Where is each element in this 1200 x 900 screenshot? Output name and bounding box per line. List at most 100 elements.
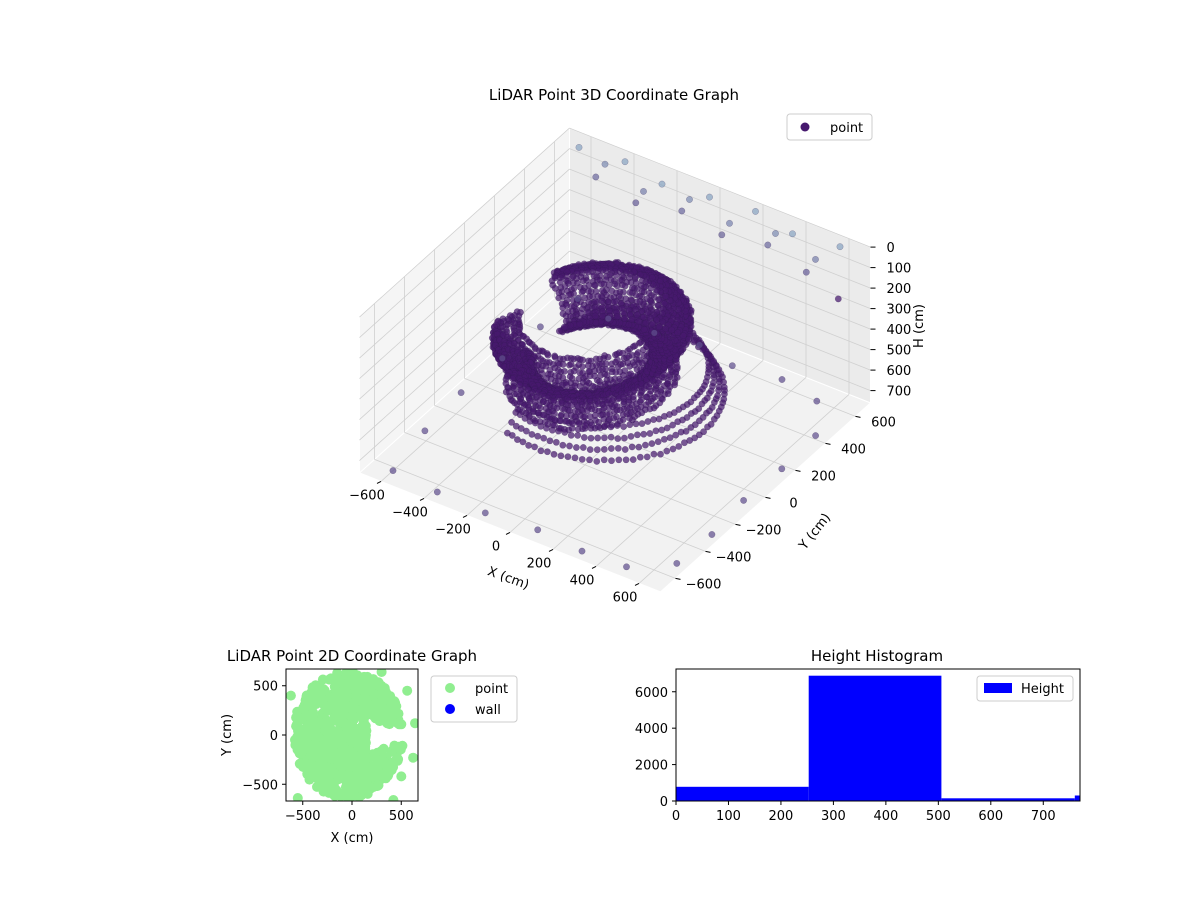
point-3d: [572, 444, 580, 451]
point-3d: [613, 313, 621, 320]
point-3d: [682, 427, 690, 435]
tick-3d-x: [505, 531, 511, 535]
tick-3d-y: [675, 577, 681, 580]
point-3d: [764, 241, 772, 249]
point-3d: [634, 349, 642, 356]
histogram-bar: [808, 675, 942, 801]
point-3d: [598, 297, 606, 305]
point-3d: [772, 230, 779, 237]
point-3d: [674, 329, 682, 337]
point-3d: [551, 416, 559, 424]
chart-3d: LiDAR Point 3D Coordinate Graph −600 −400…: [349, 86, 927, 605]
chart-3d-ylabel: Y (cm): [796, 511, 834, 554]
grid-z-back: [569, 148, 871, 268]
point-2d: [328, 767, 339, 778]
point-3d: [579, 277, 587, 285]
chart-histogram-title: Height Histogram: [811, 647, 943, 665]
point-2d: [373, 780, 384, 791]
point-3d: [644, 418, 652, 425]
point-3d: [607, 433, 615, 441]
point-3d: [608, 457, 615, 465]
point-3d: [631, 273, 639, 281]
point-3d: [559, 361, 567, 368]
point-3d: [675, 442, 683, 450]
point-3d: [632, 420, 640, 428]
chart-3d-points: [389, 143, 844, 571]
histogram-bar: [941, 798, 1075, 801]
point-2d: [410, 718, 418, 729]
point-3d: [663, 447, 671, 455]
point-2d: [337, 741, 348, 752]
point-3d: [632, 199, 640, 207]
histogram-bar: [676, 786, 809, 801]
point-2d: [388, 795, 399, 801]
point-3d: [728, 362, 736, 370]
chart-histogram-legend-swatch: [984, 683, 1012, 693]
tick-label-3d-y: −200: [746, 523, 782, 538]
point-3d: [623, 563, 630, 571]
point-2d: [305, 711, 315, 722]
point-3d: [540, 434, 548, 442]
point-3d: [433, 488, 441, 496]
point-3d: [536, 323, 544, 331]
point-3d: [691, 421, 699, 429]
tick-label-3d-z: 200: [887, 282, 912, 297]
chart-3d-legend-label: point: [830, 121, 863, 136]
point-3d: [550, 450, 558, 458]
point-3d: [834, 295, 842, 303]
chart-histogram-ticks: 0 100 200 300 400 500 600 700 0 2000 4000 6000: [635, 686, 1056, 824]
point-3d: [566, 442, 573, 450]
point-3d: [679, 332, 687, 340]
point-3d: [564, 453, 572, 461]
chart-3d-title: LiDAR Point 3D Coordinate Graph: [489, 86, 739, 104]
point-2d: [316, 745, 327, 756]
point-3d: [534, 432, 542, 440]
tick-label-3d-x: 200: [527, 556, 552, 571]
point-3d: [575, 420, 583, 428]
grid-y-floor: [404, 432, 706, 552]
point-3d: [517, 425, 525, 432]
tick-label-hist-x: 400: [873, 809, 898, 824]
point-3d: [567, 360, 575, 368]
point-2d: [360, 743, 371, 754]
point-3d: [513, 436, 521, 444]
chart-2d-ylabel: Y (cm): [220, 714, 235, 757]
point-3d: [646, 314, 654, 322]
point-3d: [579, 444, 587, 451]
point-3d: [614, 435, 622, 443]
point-3d: [635, 318, 643, 326]
point-3d: [584, 268, 592, 276]
point-3d: [655, 415, 663, 423]
point-2d: [324, 700, 335, 711]
point-3d: [574, 431, 582, 439]
point-3d: [587, 434, 595, 442]
point-3d: [559, 304, 567, 312]
point-3d: [607, 423, 615, 431]
point-3d: [649, 320, 657, 328]
point-3d: [525, 404, 533, 412]
point-2d: [366, 764, 377, 775]
point-2d: [371, 754, 382, 765]
point-3d: [628, 443, 636, 451]
grid-z-back: [569, 127, 871, 248]
point-3d: [699, 413, 707, 421]
tick-label-hist-x: 100: [716, 809, 741, 824]
point-3d: [636, 453, 644, 461]
point-3d: [613, 413, 620, 421]
point-3d: [789, 230, 796, 238]
point-3d: [678, 207, 686, 215]
tick-label-hist-x: 600: [978, 809, 1003, 824]
chart-2d-ticks: −500 0 500 −500 0 500: [242, 680, 413, 824]
point-2d: [305, 758, 316, 769]
chart-histogram-legend: Height: [976, 675, 1074, 702]
point-3d: [646, 430, 654, 437]
point-3d: [557, 452, 565, 460]
point-3d: [586, 456, 593, 464]
point-3d: [594, 434, 602, 442]
point-3d: [578, 547, 586, 555]
point-3d: [421, 427, 429, 435]
tick-label-3d-x: 0: [492, 539, 500, 554]
point-2d: [389, 699, 400, 710]
point-3d: [670, 409, 678, 417]
tick-label-3d-x: −400: [392, 505, 428, 520]
